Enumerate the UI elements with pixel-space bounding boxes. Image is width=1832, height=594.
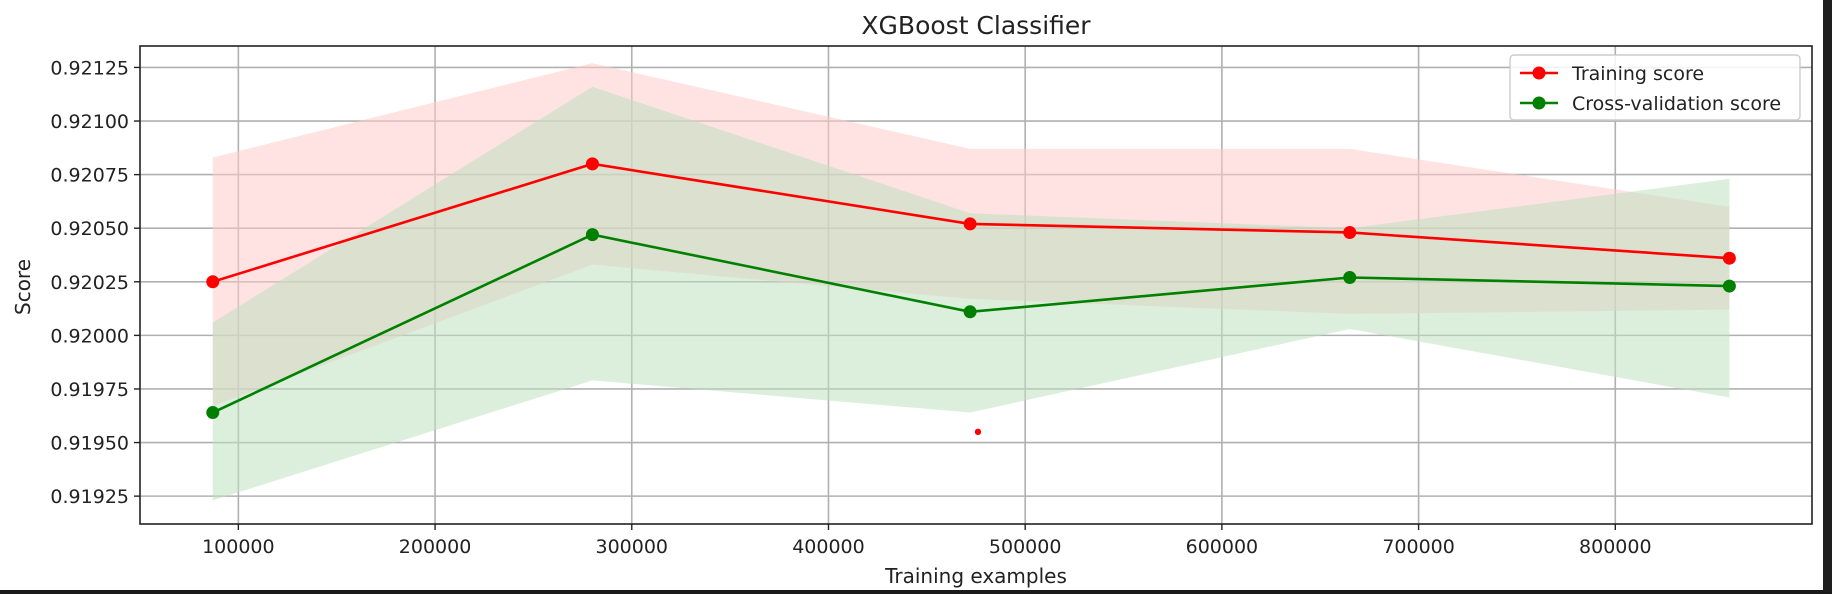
x-axis-ticks: 100000 200000 300000 400000 500000 600000 7000… [202,524,1652,558]
chart-title: XGBoost Classifier [861,11,1091,40]
y-axis-label: Score [11,259,35,315]
legend-box [1509,54,1801,121]
x-tick-label: 100000 [202,536,275,558]
series-1-point [206,275,220,289]
series-2-point [1722,279,1736,293]
x-tick-label: 800000 [1579,536,1652,558]
x-tick-label: 600000 [1186,536,1259,558]
x-tick-label: 500000 [989,536,1062,558]
legend-marker-1 [1532,66,1546,80]
plot-area [139,45,1813,525]
x-axis-label: Training examples [884,564,1067,588]
y-tick-label: 0.92100 [50,111,129,133]
y-tick-label: 0.92000 [50,325,129,347]
legend-label-1: Training score [1571,63,1704,85]
legend-marker-2 [1532,96,1546,110]
series-1-point [1343,225,1357,239]
legend-label-2: Cross-validation score [1572,93,1781,115]
axes-frame [139,45,1813,525]
series-1-point [963,217,977,231]
y-tick-label: 0.92125 [50,57,129,79]
y-tick-label: 0.91950 [50,433,129,455]
y-tick-label: 0.92050 [50,218,129,240]
y-tick-label: 0.92075 [50,165,129,187]
series-2-point [585,228,599,242]
series-1-point [585,157,599,171]
score-band-2 [212,86,1730,501]
y-tick-label: 0.91925 [50,486,129,508]
y-tick-label: 0.91975 [50,379,129,401]
y-tick-label: 0.92025 [50,272,129,294]
x-tick-label: 700000 [1382,536,1455,558]
x-tick-label: 200000 [399,536,472,558]
x-tick-label: 400000 [792,536,865,558]
window-edge [1823,0,1832,592]
series-2-point [1343,270,1357,284]
x-tick-label: 300000 [595,536,668,558]
annotation-dot [974,428,982,436]
series-2-point [206,406,220,420]
y-axis-ticks: 0.91925 0.91950 0.91975 0.92000 0.92025 0.920… [50,57,140,508]
series-2-point [963,305,977,319]
legend: Training score Cross-validation score [1509,54,1801,121]
series-1-point [1722,251,1736,265]
